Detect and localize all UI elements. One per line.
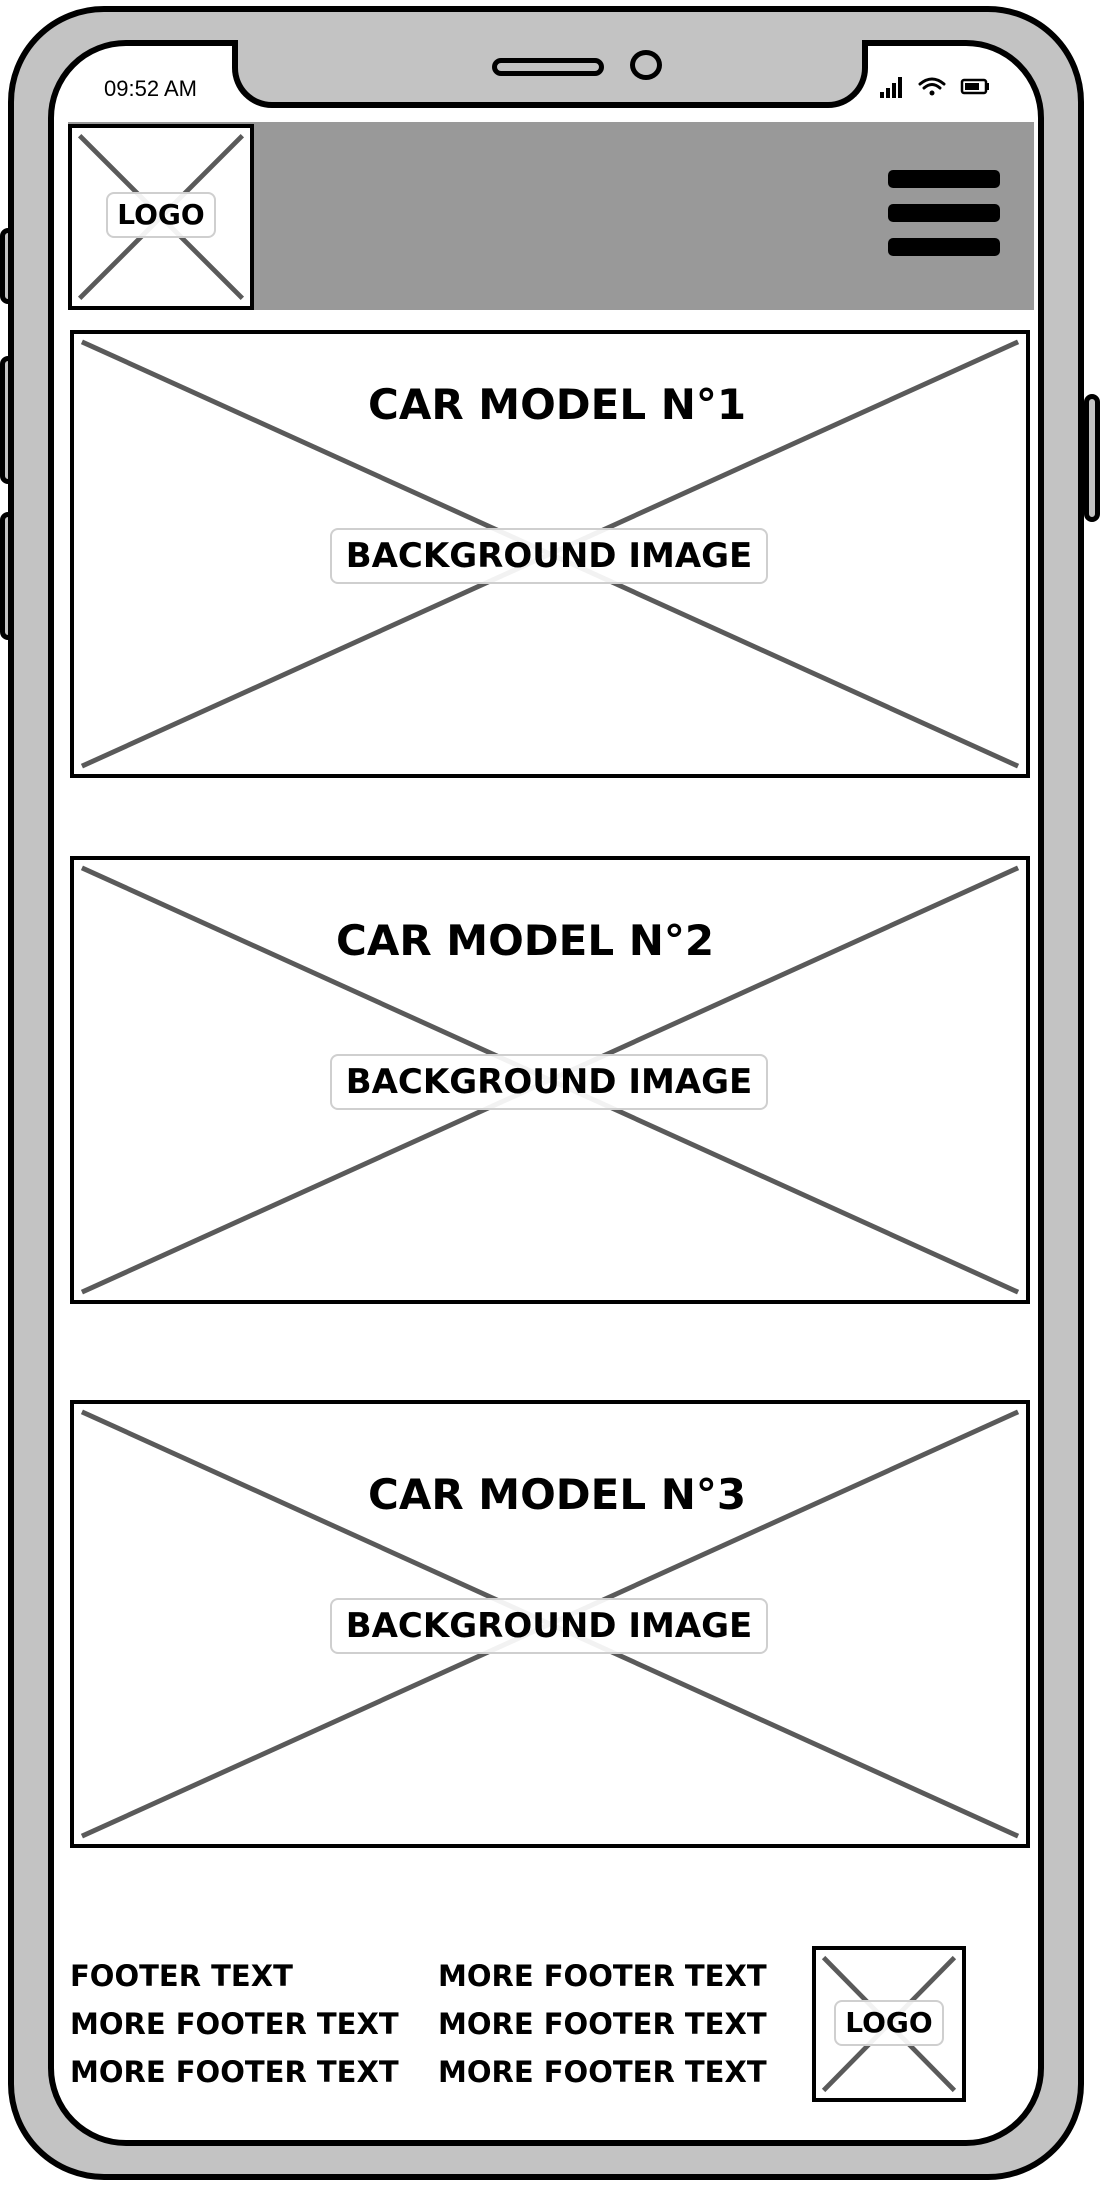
footer-text[interactable]: MORE FOOTER TEXT [70,2007,399,2041]
footer-column-1: FOOTER TEXT MORE FOOTER TEXT MORE FOOTER… [70,1952,399,2096]
car-card-2-image-label: BACKGROUND IMAGE [330,1054,768,1110]
menu-bar-3 [888,238,1000,256]
phone-notch [232,40,868,108]
header-logo-label: LOGO [106,192,216,238]
footer-text[interactable]: MORE FOOTER TEXT [438,1959,767,1993]
menu-bar-1 [888,170,1000,188]
speaker-grille [492,58,604,76]
battery-icon [960,78,989,95]
footer-logo-label: LOGO [834,2000,944,2046]
status-time: 09:52 AM [104,76,197,101]
hamburger-menu-icon[interactable] [888,170,1000,268]
car-card-1-title: CAR MODEL N°1 [368,380,747,429]
status-icons [880,77,989,98]
car-card-3-image-label: BACKGROUND IMAGE [330,1598,768,1654]
footer-column-2: MORE FOOTER TEXT MORE FOOTER TEXT MORE F… [438,1952,767,2096]
footer-text[interactable]: MORE FOOTER TEXT [438,2007,767,2041]
car-card-2-title: CAR MODEL N°2 [336,916,715,965]
footer-text[interactable]: MORE FOOTER TEXT [438,2055,767,2089]
car-card-3-title: CAR MODEL N°3 [368,1470,747,1519]
menu-bar-2 [888,204,1000,222]
car-card-1-image-label: BACKGROUND IMAGE [330,528,768,584]
signal-icon [880,77,902,98]
power-button [1084,394,1100,522]
front-camera [630,50,662,80]
footer-text[interactable]: MORE FOOTER TEXT [70,2055,399,2089]
wifi-icon [918,77,946,96]
footer-text[interactable]: FOOTER TEXT [70,1959,293,1993]
